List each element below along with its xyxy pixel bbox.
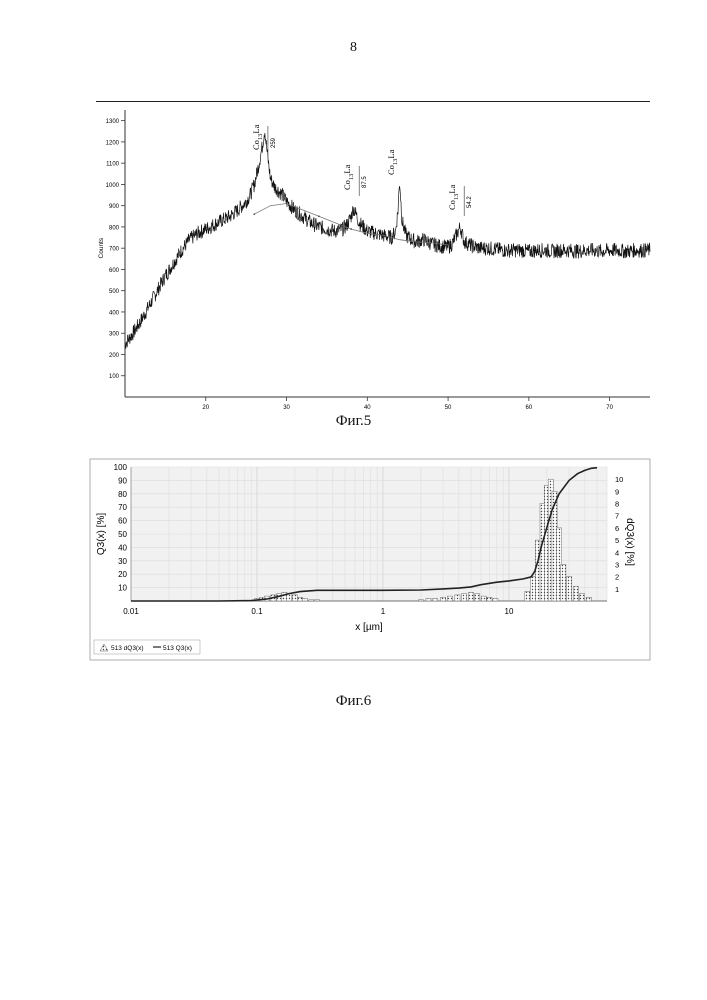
background-point: [415, 241, 417, 243]
x-tick-label: 30: [283, 405, 290, 411]
dq3-bar: [573, 586, 578, 601]
y2-tick-label: 10: [615, 475, 623, 484]
y-tick-label: 500: [109, 289, 120, 295]
y-tick-label: 50: [118, 530, 127, 539]
y2-tick-label: 7: [615, 512, 619, 521]
peak-label: Co13La: [447, 184, 460, 210]
x-tick-label: 10: [505, 607, 514, 616]
y-tick-label: 10: [118, 584, 127, 593]
y-tick-label: 90: [118, 476, 127, 485]
particle-size-chart: 10 20 30 40 50 60 70 80 90 100 1 2 3 4 5 6 7 8 9 10 0.01 0.1 1…: [90, 459, 650, 660]
dq3-bar: [530, 577, 535, 601]
dq3-bar: [481, 596, 486, 601]
background-point: [350, 228, 352, 230]
x-tick-label: 50: [445, 405, 452, 411]
y2-tick-label: 3: [615, 560, 619, 569]
y-axis-label: Counts: [98, 237, 105, 258]
background-point: [253, 213, 255, 215]
x-tick-label: 40: [364, 405, 371, 411]
dq3-bar: [525, 591, 530, 601]
background-point: [286, 203, 288, 205]
legend-entry: 513 dQ3(x): [111, 645, 144, 652]
background-point: [318, 215, 320, 217]
y2-tick-label: 5: [615, 536, 619, 545]
y-tick-label: 700: [109, 247, 120, 253]
dq3-bar: [579, 594, 584, 601]
dq3-bar: [315, 600, 320, 601]
y-tick-label: 100: [114, 463, 128, 472]
dq3-bar: [447, 596, 452, 601]
dq3-bar: [586, 597, 591, 601]
background-point: [383, 235, 385, 237]
background-point: [447, 244, 449, 246]
dq3-bar: [309, 600, 314, 601]
legend-entry: 513 Q3(x): [163, 645, 192, 652]
dq3-bar: [441, 597, 446, 601]
y-tick-label: 900: [109, 204, 120, 210]
dq3-bar: [468, 593, 473, 602]
x-tick-label: 0.1: [251, 607, 263, 616]
dq3-bar: [418, 600, 423, 601]
y-tick-label: 400: [109, 310, 120, 316]
peak-value: 87.5: [362, 176, 368, 188]
x-tick-label: 0.01: [123, 607, 139, 616]
dq3-bar: [487, 597, 492, 601]
y-tick-label: 70: [118, 503, 127, 512]
y2-axis-label: dQ3(x) [%]: [624, 518, 635, 566]
xrd-chart: 100 200 300 400 500 600 700 800 900 1000 1100 1200 1…: [98, 110, 650, 411]
dq3-bar: [493, 599, 498, 601]
y2-tick-label: 8: [615, 500, 619, 509]
dq3-bar: [426, 599, 431, 601]
y-tick-label: 1300: [106, 119, 120, 125]
y-tick-label: 300: [109, 332, 120, 338]
peak-label: Co13La: [386, 149, 399, 175]
dq3-bar: [302, 599, 307, 601]
y-tick-label: 60: [118, 517, 127, 526]
dq3-bar: [567, 577, 572, 601]
y-tick-label: 1200: [106, 140, 120, 146]
y-tick-label: 1100: [106, 162, 120, 168]
x-tick-label: 1: [381, 607, 386, 616]
y-tick-label: 100: [109, 374, 120, 380]
dq3-bar: [561, 565, 566, 602]
y-tick-label: 80: [118, 490, 127, 499]
x-axis-label: x [µm]: [355, 622, 383, 633]
peak-label: Co13La: [342, 164, 355, 190]
x-tick-label: 20: [202, 405, 209, 411]
y-tick-label: 200: [109, 353, 120, 359]
peak-value: 54.2: [467, 196, 473, 208]
dq3-bar: [292, 595, 297, 601]
y-tick-label: 30: [118, 557, 127, 566]
y2-tick-label: 4: [615, 548, 619, 557]
y-tick-label: 20: [118, 570, 127, 579]
y-tick-label: 40: [118, 543, 127, 552]
y-tick-label: 1000: [106, 183, 120, 189]
y2-tick-label: 6: [615, 524, 619, 533]
y-tick-label: 600: [109, 268, 120, 274]
dq3-bar: [298, 597, 303, 601]
dq3-bar: [461, 594, 466, 601]
peak-value: 259: [271, 137, 277, 148]
y-axis-label: Q3(x) [%]: [96, 513, 107, 555]
dq3-bar: [455, 595, 460, 601]
figure-5-caption: Фиг.5: [0, 413, 707, 430]
dq3-bar: [433, 599, 438, 601]
figure-6-caption: Фиг.6: [0, 693, 707, 710]
y2-tick-label: 2: [615, 573, 619, 582]
x-tick-label: 60: [526, 405, 533, 411]
y-tick-label: 800: [109, 225, 120, 231]
dq3-bar: [475, 594, 480, 601]
y2-tick-label: 9: [615, 487, 619, 496]
x-tick-label: 70: [606, 405, 613, 411]
y2-tick-label: 1: [615, 585, 619, 594]
